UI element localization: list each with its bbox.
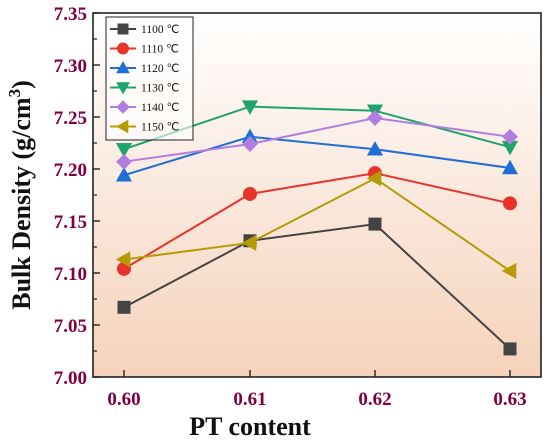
legend-marker <box>116 100 130 114</box>
legend-marker <box>117 23 129 35</box>
legend-label: 1150 ℃ <box>141 122 179 134</box>
series-line <box>123 117 511 163</box>
data-point <box>115 142 133 158</box>
legend-marker <box>116 82 130 95</box>
data-point <box>368 217 382 231</box>
y-tick-label: 7.25 <box>54 108 87 129</box>
series-5 <box>115 170 517 279</box>
x-axis-title: PT content <box>189 412 311 441</box>
data-point <box>116 153 132 170</box>
data-point <box>503 342 517 356</box>
x-tick-label: 0.63 <box>493 389 526 410</box>
data-point <box>503 196 517 211</box>
series-line <box>123 135 511 177</box>
series-2 <box>115 128 519 182</box>
legend-label: 1110 ℃ <box>141 44 179 56</box>
data-point <box>501 262 517 279</box>
legend-entry: 1100 ℃ <box>110 23 179 36</box>
y-axis-title-sup: 3 <box>5 89 24 98</box>
y-tick-label: 7.00 <box>54 368 87 389</box>
y-axis-title-main: Bulk Density (g/cm <box>7 97 36 310</box>
y-tick-label: 7.35 <box>54 4 87 25</box>
legend-label: 1140 ℃ <box>141 102 179 114</box>
data-point <box>502 128 518 145</box>
data-point <box>115 167 133 182</box>
legend-entry: 1150 ℃ <box>110 119 179 134</box>
data-point <box>501 159 519 175</box>
data-point <box>242 136 258 152</box>
y-tick-label: 7.05 <box>54 316 87 337</box>
y-tick-label: 7.30 <box>54 56 87 77</box>
data-point <box>117 300 131 314</box>
legend-entry: 1120 ℃ <box>110 60 179 75</box>
legend-marker <box>115 119 129 134</box>
legend-marker <box>116 60 130 74</box>
legend-box <box>105 16 194 141</box>
legend-marker <box>117 42 129 55</box>
x-tick-label: 0.62 <box>358 389 391 410</box>
series-line <box>123 172 511 270</box>
legend-label: 1100 ℃ <box>141 24 179 36</box>
series-line <box>123 177 511 272</box>
data-point <box>366 170 382 187</box>
x-tick-label: 0.60 <box>107 389 140 410</box>
data-point <box>366 141 384 156</box>
y-tick-label: 7.10 <box>54 264 87 285</box>
series-0 <box>117 217 517 356</box>
legend-entry: 1140 ℃ <box>110 100 179 114</box>
legend-label: 1120 ℃ <box>141 63 179 75</box>
y-tick-label: 7.20 <box>54 160 87 181</box>
x-tick-label: 0.61 <box>233 389 266 410</box>
legend-entry: 1110 ℃ <box>110 42 179 56</box>
legend-entry: 1130 ℃ <box>110 82 179 95</box>
legend-label: 1130 ℃ <box>141 83 179 95</box>
y-axis-title-close: ) <box>7 80 36 89</box>
data-point <box>115 251 131 268</box>
data-point <box>367 110 383 126</box>
data-point <box>241 100 259 115</box>
y-tick-label: 7.15 <box>54 212 87 233</box>
data-point <box>243 186 257 201</box>
y-axis-title: Bulk Density (g/cm3) <box>5 80 36 310</box>
series-4 <box>116 110 518 170</box>
data-point <box>241 234 257 251</box>
series-line <box>123 223 511 350</box>
